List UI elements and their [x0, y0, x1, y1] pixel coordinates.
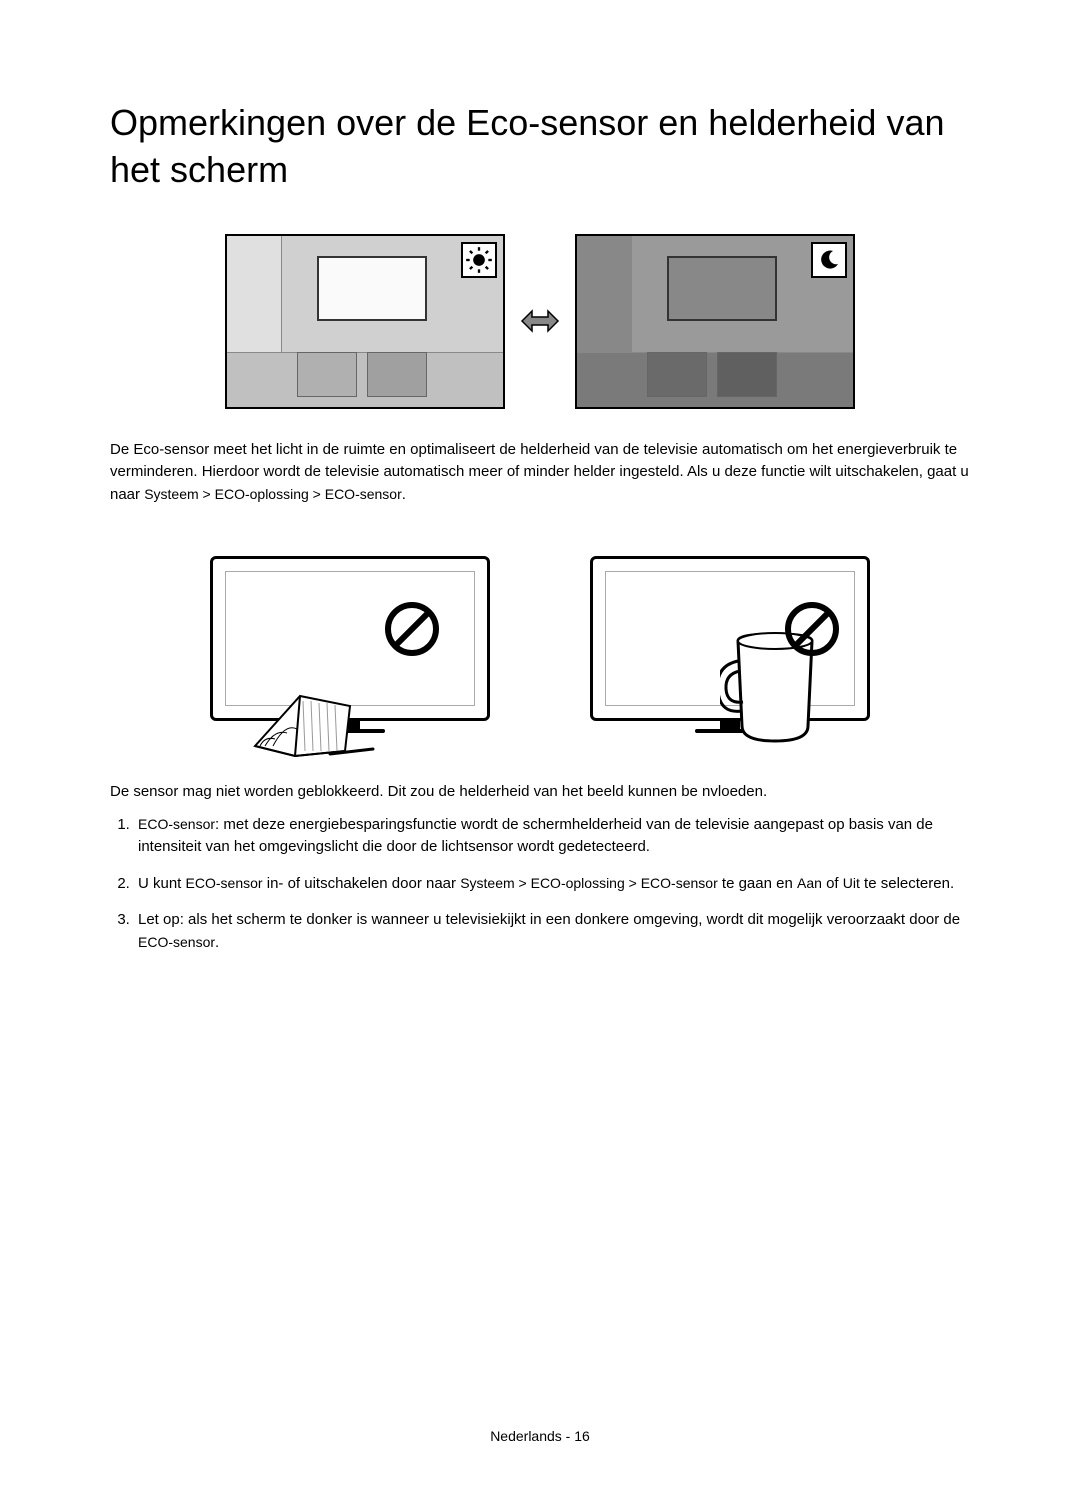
- notes-list: ECO-sensor: met deze energiebesparingsfu…: [110, 814, 970, 955]
- block-illustration-row: [110, 556, 970, 756]
- moon-icon: [811, 242, 847, 278]
- eco-sensor-term: ECO-sensor: [186, 875, 263, 891]
- prohibit-icon: [784, 601, 840, 657]
- intro-paragraph: De Eco-sensor meet het licht in de ruimt…: [110, 439, 970, 507]
- item2-before: U kunt: [138, 875, 186, 892]
- option-uit: Uit: [843, 875, 860, 891]
- tv-blocked-mug-illustration: [590, 556, 870, 756]
- item2-or: of: [822, 875, 843, 892]
- prohibit-icon: [384, 601, 440, 657]
- notebook-icon: [245, 651, 375, 761]
- item3-before: Let op: als het scherm te donker is wann…: [138, 911, 960, 928]
- item2-mid1: in- of uitschakelen door naar: [263, 875, 456, 892]
- nav-path-1: Systeem > ECO-oplossing > ECO-sensor: [144, 486, 402, 502]
- item2-after: te selecteren.: [860, 875, 954, 892]
- room-dark-illustration: [575, 234, 855, 409]
- block-warning-paragraph: De sensor mag niet worden geblokkeerd. D…: [110, 781, 970, 804]
- eco-sensor-term: ECO-sensor: [138, 816, 215, 832]
- list-item-3: Let op: als het scherm te donker is wann…: [134, 909, 970, 954]
- page-footer: Nederlands - 16: [0, 1428, 1080, 1444]
- page-title: Opmerkingen over de Eco-sensor en helder…: [110, 100, 970, 194]
- room-bright-illustration: [225, 234, 505, 409]
- option-aan: Aan: [797, 875, 822, 891]
- list-item-1: ECO-sensor: met deze energiebesparingsfu…: [134, 814, 970, 859]
- item2-mid2: te gaan en: [718, 875, 793, 892]
- nav-path-2: Systeem > ECO-oplossing > ECO-sensor: [460, 875, 718, 891]
- item3-after: .: [215, 934, 219, 951]
- sun-icon: [461, 242, 497, 278]
- tv-blocked-notebook-illustration: [210, 556, 490, 756]
- list-item-2: U kunt ECO-sensor in- of uitschakelen do…: [134, 873, 970, 896]
- path1-suffix: .: [402, 486, 406, 503]
- eco-sensor-term: ECO-sensor: [138, 934, 215, 950]
- room-illustration-row: [110, 234, 970, 409]
- double-arrow-icon: [520, 307, 560, 335]
- item1-text: : met deze energiebesparingsfunctie word…: [138, 816, 933, 856]
